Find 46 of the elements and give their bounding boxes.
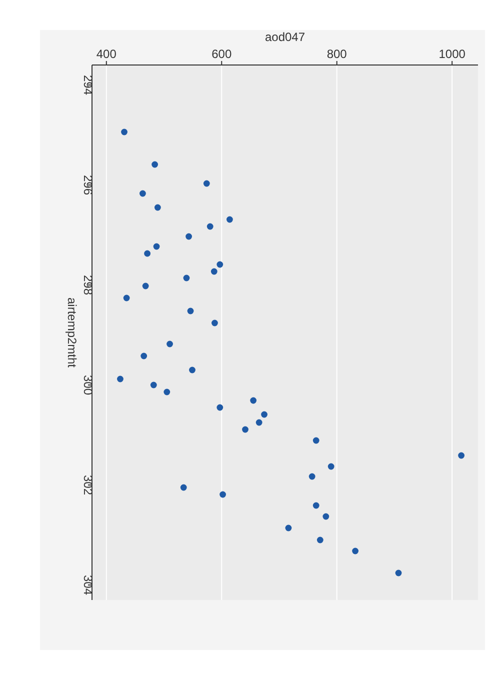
point	[180, 484, 187, 491]
x-tick-label: 600	[212, 47, 232, 61]
point	[206, 223, 214, 230]
point	[123, 294, 130, 302]
point	[316, 536, 324, 544]
point	[308, 473, 316, 480]
x-tick-label: 1000	[438, 47, 466, 61]
point	[216, 404, 224, 411]
point	[395, 570, 402, 576]
point	[164, 388, 170, 396]
point	[153, 243, 160, 250]
point	[144, 250, 151, 257]
point	[140, 352, 148, 360]
point	[242, 426, 248, 433]
point	[220, 491, 226, 498]
x-axis-title: aod047	[264, 30, 306, 44]
point	[166, 340, 173, 348]
point	[203, 180, 210, 187]
point	[154, 204, 161, 211]
point	[256, 419, 262, 426]
point	[142, 282, 149, 290]
y-axis-title: airtemp2mtht	[65, 297, 79, 368]
point	[183, 274, 190, 282]
point	[216, 261, 224, 268]
point	[121, 128, 128, 136]
x-tick-label: 800	[326, 47, 348, 61]
point	[261, 411, 268, 418]
point	[322, 513, 330, 520]
point	[140, 190, 146, 197]
point	[226, 216, 233, 223]
point	[189, 366, 196, 374]
point	[458, 452, 464, 459]
point	[212, 320, 218, 326]
point	[312, 502, 320, 509]
point	[250, 397, 257, 404]
point	[352, 548, 358, 554]
point	[210, 268, 218, 275]
point	[150, 382, 157, 388]
x-tick-label: 400	[96, 47, 117, 61]
point	[117, 376, 124, 382]
point	[328, 463, 334, 470]
point	[186, 233, 192, 240]
point	[187, 308, 194, 314]
point	[285, 524, 292, 532]
point	[312, 437, 320, 444]
point	[152, 161, 158, 168]
